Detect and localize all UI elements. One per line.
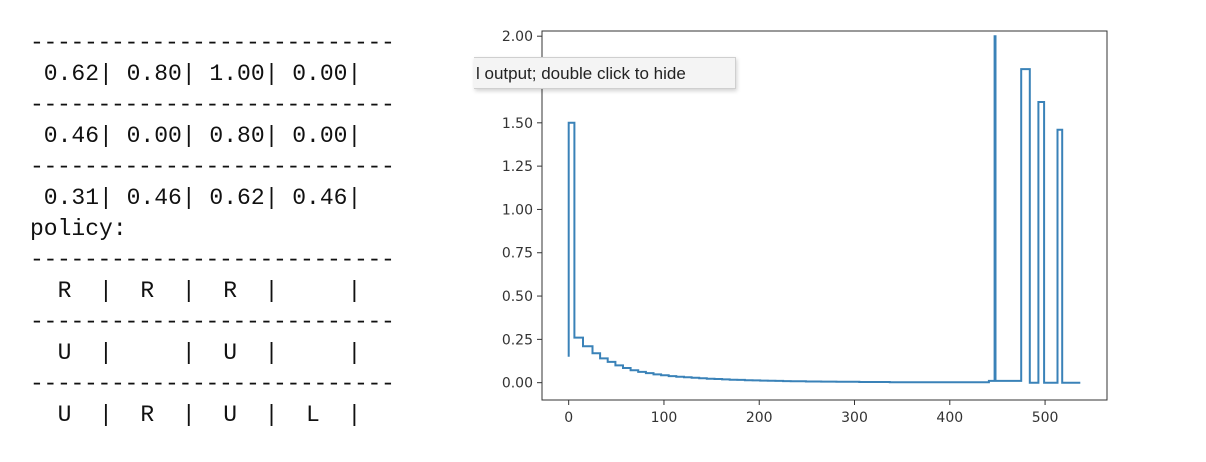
y-tick-label: 0.25 [502,332,533,348]
policy-label: policy: [30,216,127,242]
x-tick-label: 100 [651,410,678,426]
output-collapse-tooltip[interactable]: l output; double click to hide [474,57,736,89]
value-row-1: 0.62| 0.80| 1.00| 0.00| [30,61,362,87]
x-tick-label: 400 [936,410,963,426]
policy-row-2: U | | U | | [30,340,362,366]
x-tick-label: 500 [1032,410,1059,426]
table-separator: --------------------------- [30,309,395,335]
y-tick-label: 2.00 [502,29,533,45]
table-separator: --------------------------- [30,371,395,397]
value-row-3: 0.31| 0.46| 0.62| 0.46| [30,185,362,211]
y-tick-label: 1.50 [502,116,533,132]
y-tick-label: 0.75 [502,246,533,262]
table-separator: --------------------------- [30,30,395,56]
y-tick-label: 1.00 [502,202,533,218]
y-tick-label: 0.00 [502,376,533,392]
value-row-2: 0.46| 0.00| 0.80| 0.00| [30,123,362,149]
table-separator: --------------------------- [30,154,395,180]
policy-row-1: R | R | R | | [30,278,362,304]
x-tick-label: 0 [564,410,573,426]
y-tick-label: 1.25 [502,159,533,175]
chart-svg: 0 100 200 300 400 500 0.00 0.25 0.50 0.75 1.00 1.25… [502,29,1108,426]
series-line [567,35,1081,384]
table-separator: --------------------------- [30,92,395,118]
table-separator: --------------------------- [30,247,395,273]
plot-frame [541,30,1108,401]
policy-row-3: U | R | U | L | [30,402,362,428]
x-tick-label: 300 [841,410,868,426]
line-chart: 0 100 200 300 400 500 0.00 0.25 0.50 0.75 1.00 1.25… [476,20,1116,440]
console-output: --------------------------- 0.62| 0.80| … [30,28,470,431]
x-tick-label: 200 [746,410,773,426]
y-tick-label: 0.50 [502,289,533,305]
